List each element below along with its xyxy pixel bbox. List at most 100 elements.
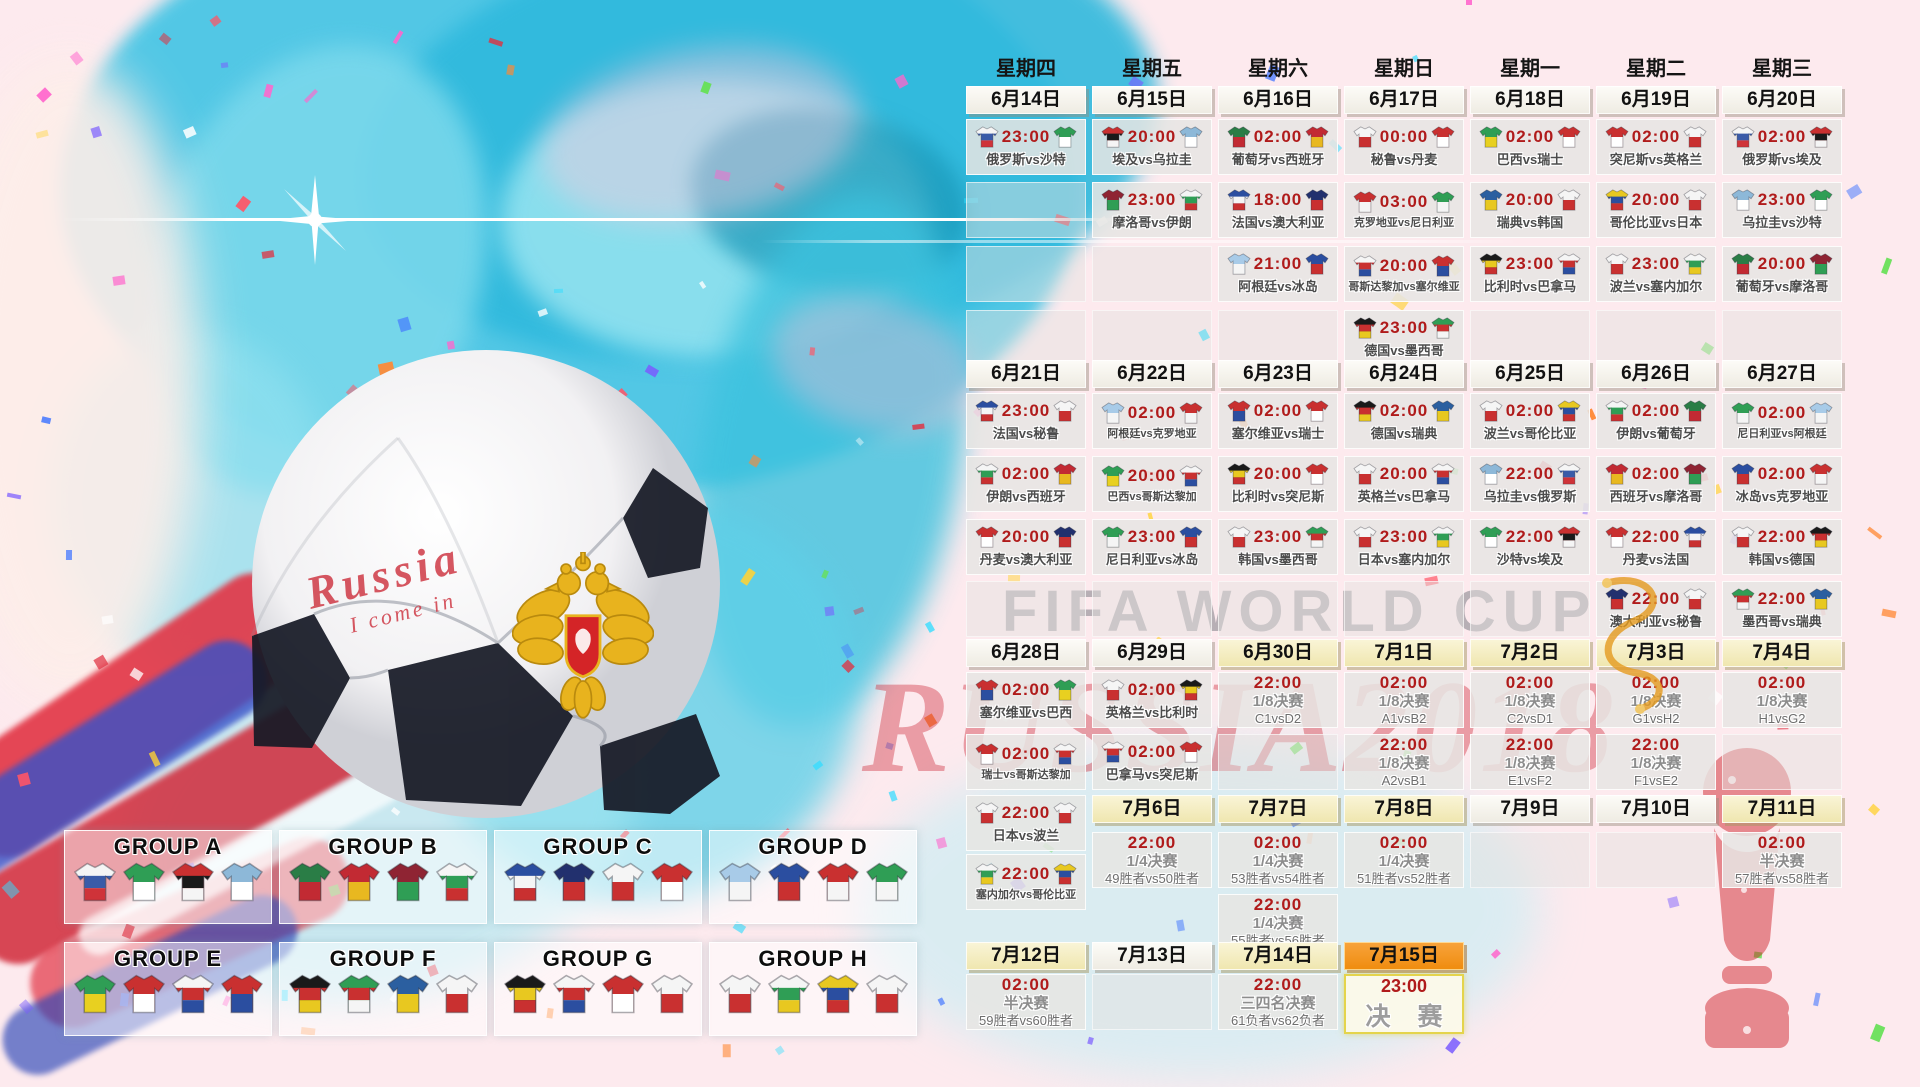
match-time: 00:00 — [1379, 127, 1429, 146]
confetti — [1868, 803, 1881, 816]
match-cell: 02:00 瑞士vs哥斯达黎加 — [966, 734, 1086, 790]
date-cell: 7月8日 — [1344, 795, 1464, 823]
match-top: 00:00 — [1345, 126, 1463, 148]
group-label: GROUP D — [758, 834, 868, 859]
calendar-row: 02:00 塞尔维亚vs巴西 02:00 英格兰vs比利时 22:00 1/8决赛 C1vs… — [966, 672, 1842, 728]
match-time: 23:00 — [1253, 527, 1303, 546]
team-jersey-icon — [865, 862, 908, 902]
date-cell: 6月30日 — [1218, 639, 1338, 667]
stage-label: 半决赛 — [1759, 853, 1805, 870]
team-jersey-icon — [73, 974, 116, 1014]
team-jersey-icon — [1353, 126, 1377, 148]
team-jersey-icon — [1605, 253, 1629, 275]
match-teams: 比利时vs突尼斯 — [1231, 489, 1325, 504]
team-jersey-icon — [1227, 189, 1251, 211]
date-cell: 6月23日 — [1218, 360, 1338, 388]
match-cell: 02:00 伊朗vs葡萄牙 — [1596, 393, 1716, 449]
date-cell: 6月25日 — [1470, 360, 1590, 388]
team-jersey-icon — [1227, 253, 1251, 275]
match-cell: 02:00 突尼斯vs英格兰 — [1596, 119, 1716, 175]
match-time: 02:00 — [1757, 402, 1807, 422]
match-cell: 20:00 哥伦比亚vs日本 — [1596, 182, 1716, 238]
empty-slot — [1470, 310, 1590, 366]
team-jersey-icon — [1305, 126, 1329, 148]
match-time: 02:00 — [1127, 742, 1177, 761]
empty-slot — [1722, 734, 1842, 790]
match-top: 02:00 — [1723, 401, 1841, 424]
group-label: GROUP H — [758, 946, 868, 971]
match-cell: 02:00 巴西vs瑞士 — [1470, 119, 1590, 175]
empty-slot — [1596, 832, 1716, 888]
team-jersey-icon — [1053, 463, 1077, 485]
knockout-cell: 02:00 1/8决赛 H1vsG2 — [1722, 672, 1842, 728]
group-box: GROUP F — [279, 942, 487, 1036]
match-teams: 西班牙vs摩洛哥 — [1609, 489, 1703, 504]
team-jersey-icon — [767, 974, 810, 1014]
team-jersey-icon — [601, 862, 644, 902]
pairing-label: 61负者vs62负者 — [1231, 1013, 1325, 1028]
match-time: 02:00 — [1757, 673, 1807, 692]
match-top: 23:00 — [1093, 189, 1211, 211]
match-time: 22:00 — [1253, 975, 1303, 994]
team-jersey-icon — [386, 974, 429, 1014]
team-jersey-icon — [288, 974, 331, 1014]
match-teams: 巴西vs哥斯达黎加 — [1107, 490, 1197, 503]
match-cell: 02:00 德国vs瑞典 — [1344, 393, 1464, 449]
team-jersey-icon — [1431, 190, 1455, 213]
match-top: 23:00 — [967, 400, 1085, 422]
stage-label: 1/8决赛 — [1378, 693, 1430, 710]
team-jersey-icon — [1353, 526, 1377, 548]
groups-panel: GROUP A GROUP B GROUP C GROUP D GROUP E GROUP… — [64, 830, 924, 1054]
match-cell: 00:00 秘鲁vs丹麦 — [1344, 119, 1464, 175]
team-jersey-icon — [650, 974, 693, 1014]
match-time: 02:00 — [1127, 680, 1177, 699]
match-time: 23:00 — [1379, 318, 1429, 337]
sparkle-line — [60, 218, 1180, 221]
team-jersey-icon — [975, 862, 999, 885]
match-time: 02:00 — [1505, 127, 1555, 146]
team-jersey-icon — [718, 862, 761, 902]
team-jersey-icon — [1227, 463, 1251, 485]
match-teams: 突尼斯vs英格兰 — [1609, 152, 1703, 167]
match-time: 22:00 — [1757, 527, 1807, 546]
pairing-label: A1vsB2 — [1381, 711, 1427, 726]
pairing-label: 51胜者vs52胜者 — [1357, 871, 1451, 886]
team-jersey-icon — [1353, 400, 1377, 422]
team-jersey-icon — [1101, 401, 1125, 424]
confetti — [553, 289, 563, 294]
date-cell: 7月15日 — [1344, 942, 1464, 970]
match-cell: 03:00 克罗地亚vs尼日利亚 — [1344, 182, 1464, 238]
match-cell: 23:00 比利时vs巴拿马 — [1470, 246, 1590, 302]
empty-slot — [1218, 734, 1338, 790]
team-jersey-icon — [1179, 679, 1203, 701]
match-top: 23:00 — [1345, 526, 1463, 548]
match-top: 02:00 — [1093, 401, 1211, 424]
pairing-label: 53胜者vs54胜者 — [1231, 871, 1325, 886]
date-cell: 7月13日 — [1092, 942, 1212, 970]
team-jersey-icon — [1431, 254, 1455, 277]
team-jersey-icon — [1053, 802, 1077, 824]
match-teams: 塞内加尔vs哥伦比亚 — [975, 888, 1077, 901]
match-teams: 葡萄牙vs摩洛哥 — [1735, 279, 1829, 294]
match-top: 03:00 — [1345, 190, 1463, 213]
match-top: 02:00 — [967, 463, 1085, 485]
match-teams: 墨西哥vs瑞典 — [1742, 614, 1822, 629]
confetti — [912, 423, 925, 430]
group-label: GROUP G — [542, 946, 654, 971]
match-cell: 20:00 比利时vs突尼斯 — [1218, 456, 1338, 512]
groups-row: GROUP E GROUP F GROUP G GROUP H — [64, 942, 924, 1036]
groups-row: GROUP A GROUP B GROUP C GROUP D — [64, 830, 924, 924]
team-jersey-icon — [1557, 253, 1581, 275]
match-teams: 俄罗斯vs埃及 — [1742, 152, 1822, 167]
match-time: 02:00 — [1001, 464, 1051, 483]
team-jersey-icon — [1431, 126, 1455, 148]
team-jersey-icon — [1557, 126, 1581, 148]
team-jersey-icon — [1605, 588, 1629, 610]
match-time: 02:00 — [1001, 680, 1051, 699]
match-teams: 塞尔维亚vs巴西 — [979, 705, 1073, 720]
date-cell: 6月18日 — [1470, 86, 1590, 114]
team-jersey-icon — [1557, 189, 1581, 211]
knockout-cell: 22:00 1/8决赛 C1vsD2 — [1218, 672, 1338, 728]
match-time: 22:00 — [1001, 863, 1051, 883]
